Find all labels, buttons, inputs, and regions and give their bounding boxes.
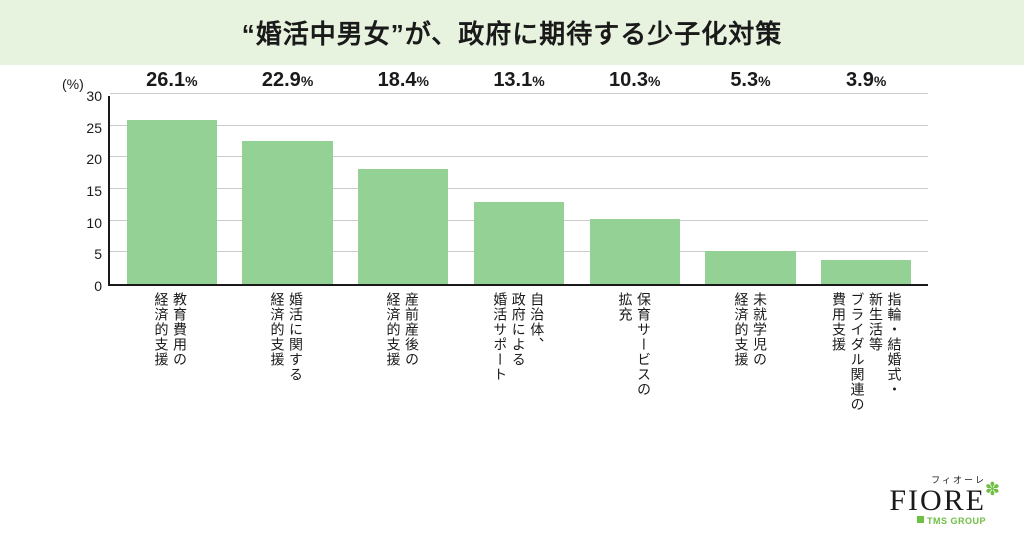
title-bar: “婚活中男女”が、政府に期待する少子化対策 [0,0,1024,65]
logo-main: FIORE ✽ [889,486,998,516]
x-label-line: 経済的支援 [268,292,286,367]
x-label-line: 保育サービスの [635,292,653,397]
y-tick-label: 20 [78,151,102,167]
bar [705,251,795,284]
y-tick-label: 15 [78,183,102,199]
x-label: 拡充保育サービスの [576,292,692,412]
y-tick-label: 0 [78,278,102,294]
x-label-line: 拡充 [616,292,634,322]
x-axis-labels: 経済的支援教育費用の経済的支援婚活に関する経済的支援産前産後の婚活サポート政府に… [108,292,928,412]
bar-slot: 3.9% [808,96,924,284]
x-label-line: 新生活等 [867,292,885,352]
logo-text: FIORE [889,484,986,517]
bar [242,141,332,285]
bar [474,202,564,284]
x-label-line: 政府による [509,292,527,367]
bar-slot: 5.3% [693,96,809,284]
x-label: 経済的支援産前産後の [344,292,460,412]
x-label-line: 婚活に関する [287,292,305,382]
flower-icon: ✽ [985,480,1002,498]
x-label-line: 費用支援 [830,292,848,352]
square-icon [917,516,924,523]
bar-slot: 13.1% [461,96,577,284]
chart-title: “婚活中男女”が、政府に期待する少子化対策 [0,14,1024,51]
x-label-line: 未就学児の [751,292,769,367]
x-label-line: 自治体、 [528,292,546,352]
bar-slot: 18.4% [345,96,461,284]
bar-value-label: 3.9% [846,69,886,92]
x-label-line: 経済的支援 [732,292,750,367]
x-label-line: 指輪・結婚式・ [885,292,903,397]
bar-slot: 26.1% [114,96,230,284]
x-label-line: 経済的支援 [152,292,170,367]
x-label: 費用支援ブライダル関連の新生活等指輪・結婚式・ [808,292,924,412]
plot-area: 26.1%22.9%18.4%13.1%10.3%5.3%3.9% [108,96,928,286]
bars-container: 26.1%22.9%18.4%13.1%10.3%5.3%3.9% [110,96,928,284]
y-tick-label: 5 [78,246,102,262]
y-tick-label: 10 [78,215,102,231]
bar-slot: 10.3% [577,96,693,284]
bar-value-label: 26.1% [146,69,197,92]
grid-line [110,93,928,94]
x-label: 婚活サポート政府による自治体、 [460,292,576,412]
x-label-line: 産前産後の [403,292,421,367]
bar-chart: (%) 051015202530 26.1%22.9%18.4%13.1%10.… [60,90,940,510]
logo-sub-text: TMS GROUP [927,516,986,526]
bar-value-label: 10.3% [609,69,660,92]
logo-sub: TMS GROUP [889,516,998,526]
x-label: 経済的支援教育費用の [112,292,228,412]
bar-slot: 22.9% [230,96,346,284]
logo: フィオーレ FIORE ✽ TMS GROUP [889,476,998,526]
bar [590,219,680,284]
x-label-line: 教育費用の [171,292,189,367]
bar [127,120,217,284]
x-label-line: 経済的支援 [384,292,402,367]
bar [358,169,448,284]
y-tick-label: 25 [78,120,102,136]
x-label-line: 婚活サポート [491,292,509,382]
bar-value-label: 5.3% [730,69,770,92]
bar-value-label: 22.9% [262,69,313,92]
bar-value-label: 18.4% [378,69,429,92]
x-label: 経済的支援未就学児の [692,292,808,412]
x-label-line: ブライダル関連の [848,292,866,412]
y-tick-label: 30 [78,88,102,104]
bar [821,260,911,284]
x-label: 経済的支援婚活に関する [228,292,344,412]
bar-value-label: 13.1% [493,69,544,92]
